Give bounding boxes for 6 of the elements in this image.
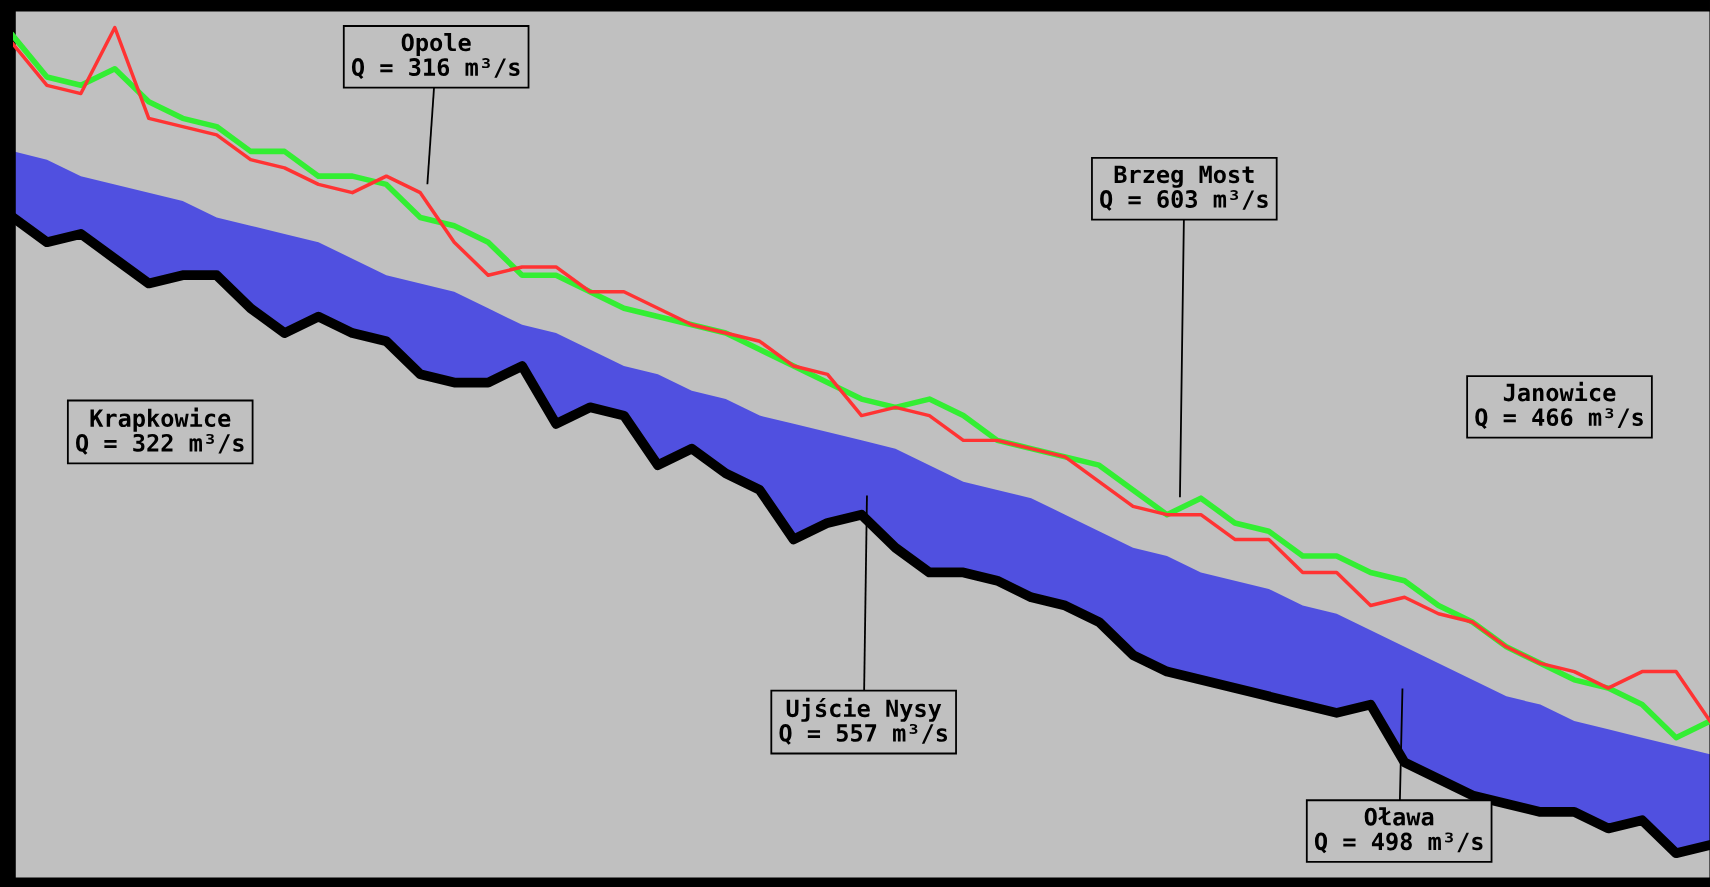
annotation: Brzeg Most Q = 603 m³/s [1100, 165, 1268, 211]
annotation: Ujście Nysy Q = 557 m³/s [779, 697, 948, 745]
annotation: Krapkowice Q = 322 m³/s [76, 407, 244, 455]
annotation: Janowice Q = 466 m³/s [1475, 381, 1643, 429]
annotation: Oława Q = 498 m³/s [1314, 807, 1483, 854]
annotation: Opole Q = 316 m³/s [351, 33, 520, 79]
